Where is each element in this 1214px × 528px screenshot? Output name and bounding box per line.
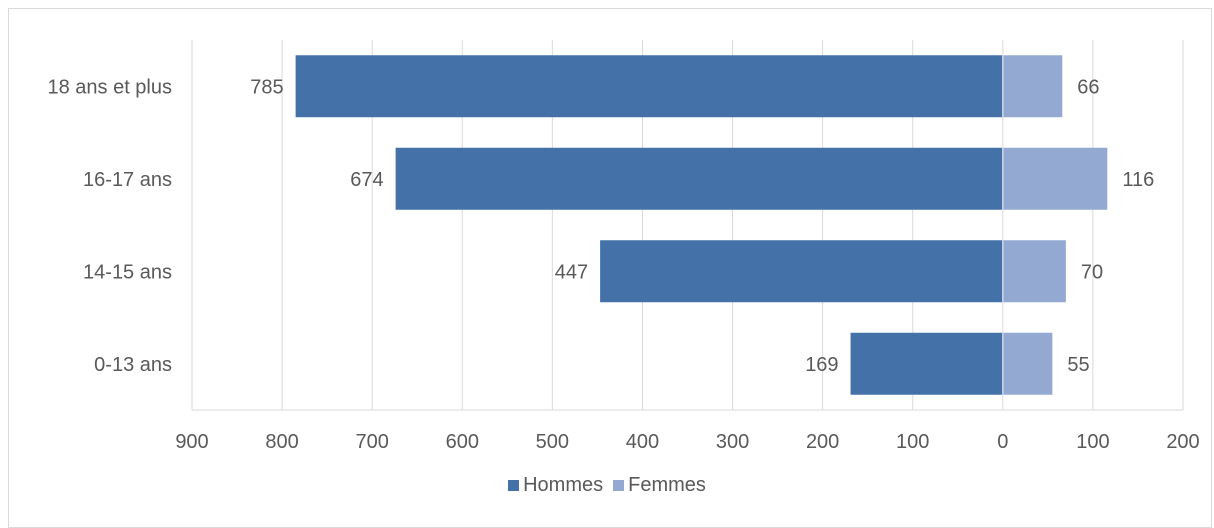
bar-hommes <box>850 332 1003 395</box>
x-tick-label: 300 <box>716 431 749 453</box>
data-label-femmes: 55 <box>1067 354 1089 376</box>
bar-femmes <box>1002 55 1063 118</box>
legend: Hommes Femmes <box>0 474 1214 497</box>
bar-femmes <box>1002 332 1053 395</box>
data-label-hommes: 785 <box>250 76 283 98</box>
legend-label-femmes: Femmes <box>628 474 706 496</box>
legend-swatch-hommes <box>508 480 520 491</box>
x-tick-label: 100 <box>896 431 929 453</box>
y-tick-label: 0-13 ans <box>94 354 172 376</box>
x-tick-label: 0 <box>997 431 1008 453</box>
y-tick-label: 16-17 ans <box>83 169 172 191</box>
axes: 900 800 700 600 500 400 300 200 100 0 100 200 <box>175 409 1200 453</box>
population-pyramid-chart: 900 800 700 600 500 400 300 200 100 0 100 200 785 66… <box>47 40 1200 453</box>
bars <box>295 55 1108 395</box>
bar-femmes <box>1002 240 1066 303</box>
bar-hommes <box>600 240 1003 303</box>
legend-item-hommes: Hommes <box>508 474 603 497</box>
data-label-femmes: 66 <box>1077 76 1099 98</box>
data-label-hommes: 674 <box>350 169 383 191</box>
x-tick-label: 500 <box>536 431 569 453</box>
y-tick-label: 14-15 ans <box>83 261 172 283</box>
bar-hommes <box>395 147 1003 210</box>
x-tick-label: 200 <box>1166 431 1199 453</box>
data-label-femmes: 70 <box>1081 261 1103 283</box>
bar-hommes <box>295 55 1003 118</box>
x-tick-label: 200 <box>806 431 839 453</box>
bar-femmes <box>1002 147 1108 210</box>
data-label-hommes: 447 <box>555 261 588 283</box>
legend-item-femmes: Femmes <box>613 474 706 497</box>
x-tick-label: 600 <box>446 431 479 453</box>
y-tick-label: 18 ans et plus <box>47 76 172 98</box>
x-tick-label: 900 <box>175 431 208 453</box>
legend-swatch-femmes <box>613 480 625 491</box>
x-tick-label: 700 <box>355 431 388 453</box>
x-tick-label: 100 <box>1076 431 1109 453</box>
data-labels: 785 66 18 ans et plus 674 116 16-17 ans 447 70 1… <box>47 76 1154 376</box>
x-tick-label: 400 <box>626 431 659 453</box>
data-label-femmes: 116 <box>1122 169 1154 191</box>
x-tick-label: 800 <box>265 431 298 453</box>
data-label-hommes: 169 <box>805 354 838 376</box>
legend-label-hommes: Hommes <box>523 474 604 496</box>
